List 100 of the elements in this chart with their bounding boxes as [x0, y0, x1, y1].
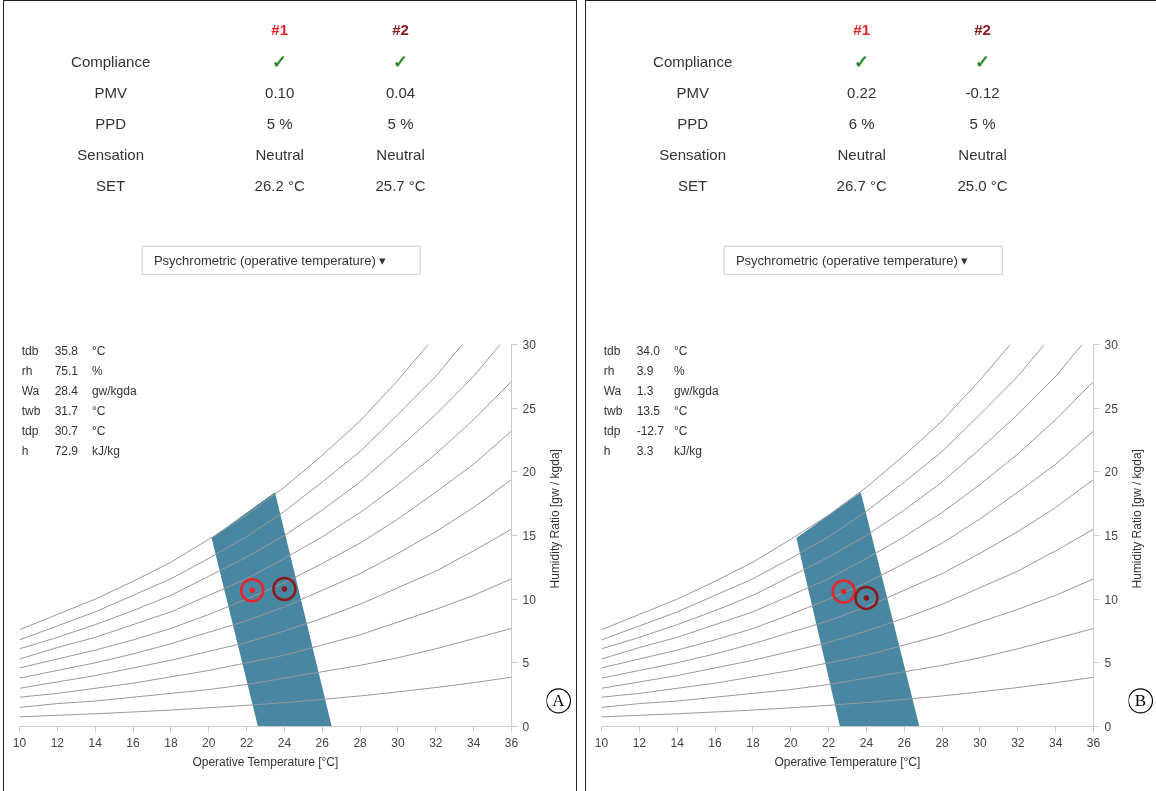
text: PMV	[676, 84, 709, 102]
line-series	[601, 578, 1094, 698]
x-tick-label: 30	[973, 735, 987, 750]
text: rh 75.1 %	[21, 363, 103, 378]
text: 26.7 °C	[836, 176, 887, 194]
y-tick-label: 30	[522, 338, 537, 352]
text: 5 %	[387, 114, 414, 132]
text: tdp -12.7 °C	[603, 423, 688, 438]
text: #1	[853, 21, 871, 39]
line-series	[19, 380, 512, 660]
x-tick-label: 22	[821, 735, 836, 750]
y-axis-title: Humidity Ratio [gw / kgda]	[1129, 449, 1144, 589]
x-tick-label: 26	[315, 735, 330, 750]
text: tdp 30.7 °C	[21, 423, 106, 438]
text: 25.0 °C	[957, 176, 1008, 194]
text: -0.12	[965, 83, 1000, 101]
y-tick-label: 25	[522, 401, 537, 416]
text: 26.2 °C	[254, 176, 305, 194]
text: #2	[392, 21, 409, 39]
x-tick-label: 26	[897, 735, 912, 750]
text: PPD	[95, 114, 127, 132]
text: SET	[678, 176, 708, 194]
text: ✓	[272, 51, 288, 72]
text: Neutral	[255, 145, 304, 163]
x-tick-label: 30	[391, 735, 405, 750]
y-tick-label: 10	[522, 592, 537, 607]
text: B	[1134, 691, 1147, 711]
x-tick-label: 12	[50, 735, 65, 750]
line-series	[19, 528, 512, 689]
text: Compliance	[653, 53, 733, 71]
y-axis-title: Humidity Ratio [gw / kgda]	[547, 449, 562, 589]
text: Neutral	[958, 145, 1007, 163]
x-tick-label: 28	[935, 735, 950, 750]
line-series	[19, 676, 512, 718]
text: rh 3.9 %	[603, 363, 685, 378]
y-tick-label: 15	[1104, 529, 1119, 543]
x-tick-label: 18	[746, 735, 760, 750]
x-tick-label: 32	[429, 735, 443, 750]
text: Psychrometric (operative temperature) ▾	[153, 253, 387, 269]
text: A	[552, 691, 566, 711]
text: 0.10	[265, 83, 295, 101]
text: Compliance	[71, 53, 151, 71]
line-series	[601, 478, 1094, 679]
x-tick-label: 34	[1048, 735, 1063, 750]
annotation: twb 31.7 °C	[21, 403, 106, 418]
line-series	[601, 676, 1094, 718]
text: Wa 1.3 gw/kgda	[603, 383, 719, 398]
text: tdb 34.0 °C	[603, 343, 688, 358]
line-series	[19, 478, 512, 679]
x-tick-label: 14	[670, 735, 685, 750]
text: ✓	[854, 51, 870, 72]
y-tick-label: 5	[522, 656, 530, 671]
y-tick-label: 20	[1104, 465, 1119, 480]
x-tick-label: 10	[12, 735, 27, 750]
x-tick-label: 28	[353, 735, 368, 750]
y-tick-label: 15	[522, 529, 537, 543]
text: Neutral	[376, 145, 425, 163]
x-tick-label: 24	[277, 735, 292, 750]
text: ✓	[975, 51, 991, 72]
text: Sensation	[659, 145, 727, 163]
text: 0.04	[385, 83, 416, 101]
y-tick-label: 25	[1104, 401, 1119, 416]
text: 5 %	[266, 114, 293, 132]
y-tick-label: 0	[522, 720, 530, 734]
x-tick-label: 32	[1011, 735, 1025, 750]
x-axis-title: Operative Temperature [°C]	[774, 754, 921, 769]
text: #1	[271, 21, 289, 39]
text: tdb 35.8 °C	[21, 343, 106, 358]
x-tick-label: 34	[466, 735, 481, 750]
text: PMV	[94, 84, 127, 102]
line-series	[19, 578, 512, 698]
x-tick-label: 12	[632, 735, 647, 750]
x-tick-label: 24	[859, 735, 874, 750]
text: h 72.9 kJ/kg	[21, 443, 120, 458]
y-tick-label: 10	[1104, 592, 1119, 607]
x-tick-label: 20	[784, 735, 798, 750]
y-tick-label: 20	[522, 465, 537, 480]
y-tick-label: 5	[1104, 656, 1112, 671]
text: Psychrometric (operative temperature) ▾	[735, 253, 969, 269]
text: 5 %	[969, 114, 996, 132]
x-tick-label: 14	[88, 735, 103, 750]
text: PPD	[677, 114, 709, 132]
text: Sensation	[77, 145, 145, 163]
x-tick-label: 18	[164, 735, 178, 750]
text: Neutral	[837, 145, 886, 163]
text: SET	[96, 176, 126, 194]
x-tick-label: 10	[594, 735, 609, 750]
text: 6 %	[848, 114, 875, 132]
line-series	[601, 627, 1094, 708]
text: 0.22	[847, 83, 877, 101]
text: ✓	[393, 51, 409, 72]
x-tick-label: 16	[708, 735, 723, 750]
line-series	[601, 528, 1094, 689]
text: 25.7 °C	[375, 176, 426, 194]
text: Wa 28.4 gw/kgda	[21, 383, 137, 398]
x-tick-label: 22	[239, 735, 254, 750]
x-tick-label: 36	[504, 735, 519, 750]
x-axis-title: Operative Temperature [°C]	[192, 754, 339, 769]
x-tick-label: 20	[202, 735, 216, 750]
text: #2	[974, 21, 991, 39]
